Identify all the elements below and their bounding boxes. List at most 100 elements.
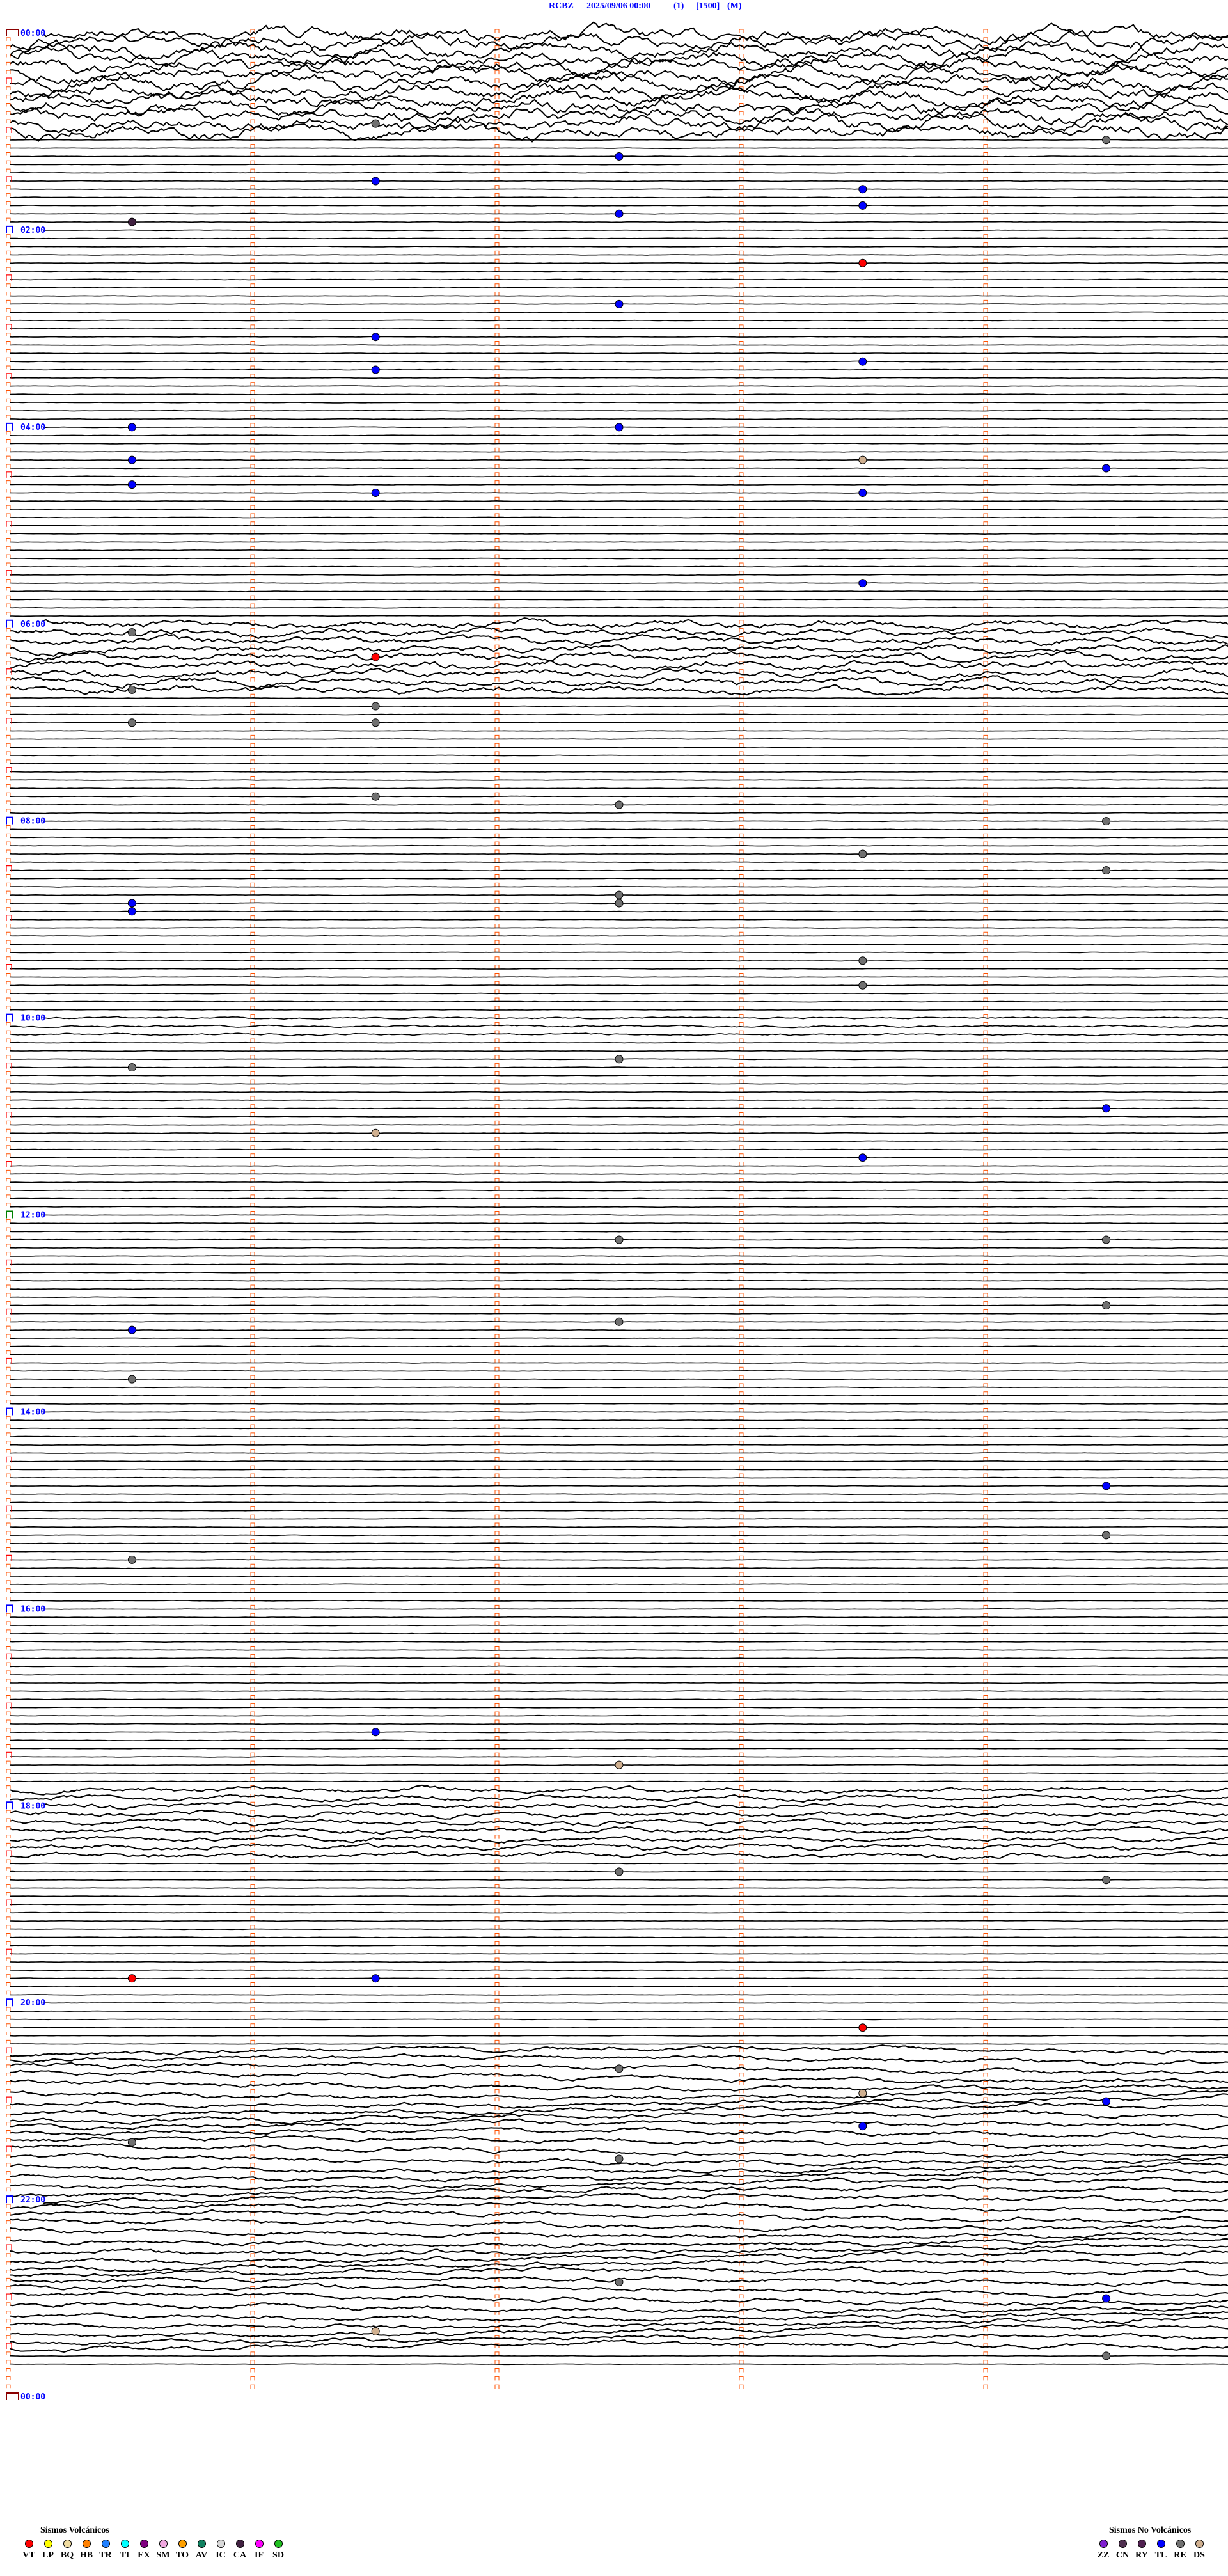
line-marker-icon bbox=[6, 349, 11, 353]
line-marker-icon bbox=[6, 1276, 11, 1281]
minute-marker bbox=[983, 1268, 988, 1273]
minute-marker bbox=[494, 431, 500, 436]
trace-line bbox=[10, 1986, 1228, 1987]
trace-line bbox=[10, 106, 1228, 126]
minute-marker bbox=[983, 1588, 988, 1593]
minute-marker bbox=[250, 406, 255, 411]
trace-line bbox=[10, 180, 1228, 182]
trace-line bbox=[10, 1526, 1228, 1528]
minute-marker bbox=[494, 907, 500, 912]
minute-marker bbox=[494, 1350, 500, 1355]
minute-marker bbox=[250, 1186, 255, 1191]
minute-marker bbox=[983, 1334, 988, 1338]
legend-dot-icon bbox=[274, 2540, 283, 2548]
event-marker-tl bbox=[858, 185, 867, 194]
half-hour-marker-icon bbox=[6, 1456, 12, 1463]
event-marker-tl bbox=[127, 907, 136, 916]
line-marker-icon bbox=[6, 1884, 11, 1888]
minute-marker bbox=[739, 1325, 744, 1331]
minute-marker bbox=[983, 1449, 988, 1453]
minute-marker bbox=[250, 1982, 255, 1987]
minute-marker bbox=[250, 1407, 255, 1412]
event-marker-ds bbox=[371, 1128, 380, 1137]
trace-line bbox=[10, 2332, 1228, 2346]
minute-marker bbox=[739, 710, 744, 715]
half-hour-marker-icon bbox=[6, 1899, 12, 1906]
minute-marker bbox=[739, 431, 744, 436]
minute-marker bbox=[739, 226, 744, 230]
trace-line bbox=[10, 1485, 1228, 1487]
minute-marker bbox=[250, 1998, 255, 2003]
minute-marker bbox=[739, 2319, 744, 2323]
line-marker-icon bbox=[6, 292, 11, 296]
line-marker-icon bbox=[6, 1531, 11, 1535]
minute-marker bbox=[250, 1941, 255, 1946]
trace-line bbox=[10, 311, 1228, 313]
minute-marker bbox=[494, 1432, 500, 1437]
minute-marker bbox=[250, 1482, 255, 1486]
minute-marker bbox=[250, 472, 255, 477]
trace-line bbox=[10, 1247, 1228, 1249]
line-marker-icon bbox=[6, 734, 11, 739]
minute-marker bbox=[494, 1966, 500, 1970]
minute-marker bbox=[250, 1465, 255, 1470]
minute-marker bbox=[250, 1629, 255, 1634]
minute-marker bbox=[739, 86, 744, 91]
minute-marker bbox=[983, 1178, 988, 1183]
minute-marker bbox=[250, 1777, 255, 1782]
hour-marker-icon bbox=[6, 1013, 13, 1022]
line-marker-icon bbox=[6, 86, 11, 90]
minute-marker bbox=[739, 136, 744, 140]
minute-marker bbox=[250, 1514, 255, 1519]
minute-marker bbox=[494, 1137, 500, 1142]
minute-marker bbox=[494, 423, 500, 427]
line-marker-icon bbox=[6, 1974, 11, 1978]
minute-marker bbox=[250, 1038, 255, 1043]
trace-line bbox=[10, 771, 1228, 773]
minute-marker bbox=[739, 1572, 744, 1577]
minute-marker bbox=[250, 1597, 255, 1601]
line-marker-icon bbox=[6, 562, 11, 566]
line-marker-icon bbox=[6, 45, 11, 49]
trace-line bbox=[10, 1419, 1228, 1421]
minute-marker bbox=[494, 882, 500, 887]
minute-marker bbox=[739, 1876, 744, 1880]
minute-marker bbox=[494, 718, 500, 723]
minute-marker bbox=[983, 1030, 988, 1035]
minute-marker bbox=[983, 357, 988, 362]
trace-line bbox=[10, 29, 1228, 51]
minute-marker bbox=[250, 1284, 255, 1289]
minute-marker bbox=[494, 1900, 500, 1905]
minute-marker bbox=[494, 1604, 500, 1609]
line-marker-icon bbox=[6, 1580, 11, 1584]
minute-marker bbox=[494, 2015, 500, 2019]
minute-marker bbox=[494, 1572, 500, 1577]
half-hour-marker-icon bbox=[6, 1948, 12, 1956]
trace-line bbox=[10, 1851, 1228, 1861]
minute-marker bbox=[983, 1186, 988, 1191]
line-marker-icon bbox=[6, 308, 11, 312]
minute-marker bbox=[983, 431, 988, 436]
minute-marker bbox=[739, 809, 744, 813]
minute-marker bbox=[494, 299, 500, 304]
minute-marker bbox=[739, 759, 744, 764]
minute-marker bbox=[983, 1301, 988, 1306]
minute-marker bbox=[983, 587, 988, 592]
minute-marker bbox=[739, 948, 744, 952]
line-marker-icon bbox=[6, 267, 11, 271]
trace-line bbox=[10, 878, 1228, 880]
minute-marker bbox=[983, 1752, 988, 1757]
minute-marker bbox=[739, 168, 744, 173]
minute-marker bbox=[494, 702, 500, 707]
minute-marker bbox=[983, 907, 988, 912]
trace-line bbox=[10, 1977, 1228, 1980]
minute-marker bbox=[494, 1982, 500, 1987]
minute-marker bbox=[250, 2368, 255, 2373]
minute-marker bbox=[494, 1128, 500, 1134]
minute-marker bbox=[983, 1785, 988, 1790]
minute-marker bbox=[739, 1350, 744, 1355]
minute-marker bbox=[739, 2015, 744, 2019]
minute-marker bbox=[250, 1309, 255, 1314]
minute-marker bbox=[739, 1777, 744, 1782]
event-marker-tl bbox=[127, 899, 136, 908]
